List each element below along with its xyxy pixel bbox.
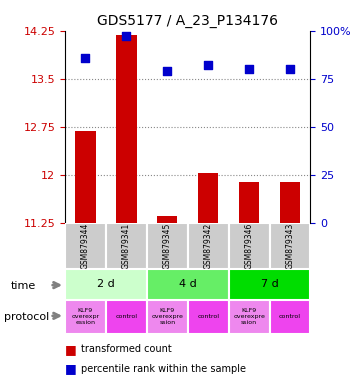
Text: GSM879341: GSM879341 [122, 223, 131, 269]
FancyBboxPatch shape [270, 223, 310, 269]
Text: GSM879343: GSM879343 [286, 223, 295, 269]
Text: GSM879344: GSM879344 [81, 223, 90, 269]
FancyBboxPatch shape [147, 300, 188, 334]
FancyBboxPatch shape [147, 223, 188, 269]
Point [164, 68, 170, 74]
FancyBboxPatch shape [188, 223, 229, 269]
Bar [116, 35, 136, 223]
FancyBboxPatch shape [229, 300, 270, 334]
FancyBboxPatch shape [188, 300, 229, 334]
FancyBboxPatch shape [229, 223, 270, 269]
Point [287, 66, 293, 72]
Text: GSM879346: GSM879346 [245, 223, 253, 269]
Bar [239, 182, 259, 223]
Text: 2 d: 2 d [97, 279, 115, 289]
FancyBboxPatch shape [106, 223, 147, 269]
Bar [198, 174, 218, 223]
Bar [157, 216, 178, 223]
FancyBboxPatch shape [106, 300, 147, 334]
FancyBboxPatch shape [65, 269, 147, 300]
Text: 7 d: 7 d [261, 279, 278, 289]
Point [205, 62, 211, 68]
Text: GSM879342: GSM879342 [204, 223, 213, 269]
Text: percentile rank within the sample: percentile rank within the sample [81, 364, 246, 374]
Text: KLF9
overexpre
ssion: KLF9 overexpre ssion [233, 308, 265, 325]
Text: 4 d: 4 d [179, 279, 197, 289]
Text: control: control [197, 314, 219, 319]
FancyBboxPatch shape [147, 269, 229, 300]
FancyBboxPatch shape [229, 269, 310, 300]
Text: ■: ■ [65, 343, 77, 356]
Text: ■: ■ [65, 362, 77, 375]
Text: transformed count: transformed count [81, 344, 172, 354]
Text: control: control [116, 314, 137, 319]
Text: protocol: protocol [4, 312, 49, 322]
Point [83, 55, 88, 61]
Point [246, 66, 252, 72]
Text: KLF9
overexpre
ssion: KLF9 overexpre ssion [151, 308, 183, 325]
Title: GDS5177 / A_23_P134176: GDS5177 / A_23_P134176 [97, 14, 278, 28]
FancyBboxPatch shape [65, 223, 106, 269]
FancyBboxPatch shape [65, 300, 106, 334]
Text: time: time [11, 281, 36, 291]
Point [123, 33, 129, 40]
Text: GSM879345: GSM879345 [163, 223, 172, 269]
Text: control: control [279, 314, 301, 319]
FancyBboxPatch shape [270, 300, 310, 334]
Bar [280, 182, 300, 223]
Text: KLF9
overexpr
ession: KLF9 overexpr ession [71, 308, 100, 325]
Bar [75, 131, 96, 223]
